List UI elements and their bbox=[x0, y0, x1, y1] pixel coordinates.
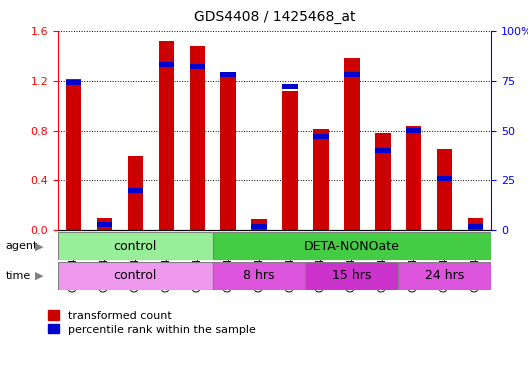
Text: ▶: ▶ bbox=[35, 241, 44, 251]
Bar bbox=[437, 149, 452, 230]
Bar bbox=[213, 262, 306, 290]
Bar bbox=[213, 232, 491, 260]
Bar bbox=[406, 126, 421, 230]
Text: 8 hrs: 8 hrs bbox=[243, 269, 275, 282]
Bar bbox=[66, 79, 81, 230]
Bar bbox=[158, 62, 174, 67]
Bar bbox=[251, 219, 267, 230]
Bar bbox=[282, 91, 298, 230]
Text: control: control bbox=[114, 269, 157, 282]
Bar bbox=[128, 156, 143, 230]
Bar bbox=[158, 41, 174, 230]
Bar bbox=[406, 128, 421, 133]
Text: DETA-NONOate: DETA-NONOate bbox=[304, 240, 400, 253]
Text: 15 hrs: 15 hrs bbox=[332, 269, 372, 282]
Text: control: control bbox=[114, 240, 157, 253]
Bar bbox=[375, 148, 391, 153]
Text: 24 hrs: 24 hrs bbox=[425, 269, 464, 282]
Legend: transformed count, percentile rank within the sample: transformed count, percentile rank withi… bbox=[48, 310, 256, 335]
Text: agent: agent bbox=[5, 241, 37, 251]
Bar bbox=[313, 129, 328, 230]
Bar bbox=[97, 218, 112, 230]
Bar bbox=[220, 74, 236, 230]
Bar bbox=[190, 46, 205, 230]
Bar bbox=[220, 72, 236, 77]
Bar bbox=[398, 262, 491, 290]
Bar bbox=[58, 262, 213, 290]
Bar bbox=[251, 224, 267, 229]
Bar bbox=[282, 84, 298, 89]
Bar bbox=[66, 80, 81, 85]
Bar bbox=[468, 224, 483, 229]
Bar bbox=[468, 218, 483, 230]
Text: GDS4408 / 1425468_at: GDS4408 / 1425468_at bbox=[194, 10, 355, 23]
Bar bbox=[58, 232, 213, 260]
Bar bbox=[437, 176, 452, 181]
Text: ▶: ▶ bbox=[35, 271, 44, 281]
Bar bbox=[306, 262, 398, 290]
Text: time: time bbox=[5, 271, 31, 281]
Bar bbox=[344, 72, 360, 77]
Bar bbox=[97, 222, 112, 227]
Bar bbox=[375, 133, 391, 230]
Bar bbox=[190, 64, 205, 69]
Bar bbox=[313, 134, 328, 139]
Bar bbox=[128, 188, 143, 193]
Bar bbox=[344, 58, 360, 230]
